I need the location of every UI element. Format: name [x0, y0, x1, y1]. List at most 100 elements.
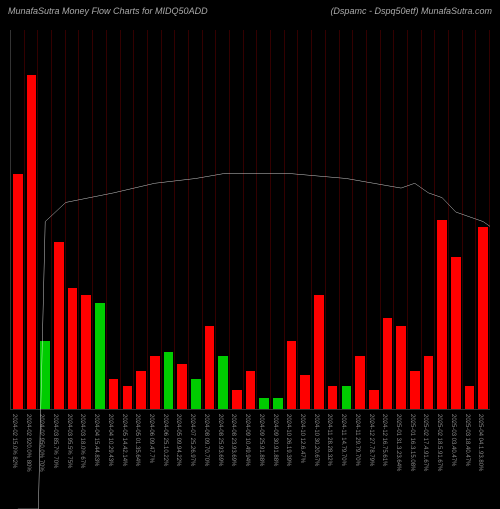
bar [54, 242, 64, 409]
x-label: 2024-04 10.29.43% [107, 414, 113, 466]
x-label: 2024-08 25.93.69% [217, 414, 223, 466]
x-label: 2024-06 25.10.22% [162, 414, 168, 466]
bar-slot [298, 30, 312, 409]
label-slot: 2024-02 15.0% 82% [10, 412, 24, 500]
bar-slot [435, 30, 449, 409]
label-slot: 2024-08 23.93.69% [230, 412, 244, 500]
x-label: 2024-05 09.94.22% [175, 414, 181, 466]
x-label: 2024-03 95.5% 75% [66, 414, 72, 468]
label-slot: 2024-11 29.79.70% [353, 412, 367, 500]
bar [410, 371, 420, 409]
label-slot: 2025-01 31.3.23.64% [394, 412, 408, 500]
bar-slot [203, 30, 217, 409]
x-label: 2024-10 26.19.39% [285, 414, 291, 466]
label-slot: 2024-05 09.94.22% [175, 412, 189, 500]
x-label: 2025-02 17.4.91.67% [422, 414, 428, 471]
bar [259, 398, 269, 409]
label-slot: 2024-11 14.79.70% [339, 412, 353, 500]
bar [328, 386, 338, 409]
bar [191, 379, 201, 409]
bar-slot [121, 30, 135, 409]
bar [300, 375, 310, 409]
bar [177, 364, 187, 409]
bar [27, 75, 37, 409]
bar [424, 356, 434, 409]
x-label: 2024-05 01.35.64% [134, 414, 140, 466]
bar-slot [66, 30, 80, 409]
x-label: 2024-02 15.0% 82% [11, 414, 17, 468]
x-label: 2024-05 14.42.14% [121, 414, 127, 466]
label-slot: 2024-08 09.70.70% [202, 412, 216, 500]
label-slot: 2024-10 26.19.39% [284, 412, 298, 500]
x-label: 2024-06 09.47.7% [148, 414, 154, 463]
bar [81, 295, 91, 409]
label-slot: 2024-05 14.42.14% [120, 412, 134, 500]
x-label: 2024-11 14.79.70% [340, 414, 346, 466]
bar-slot [230, 30, 244, 409]
bar [136, 371, 146, 409]
bar-slot [394, 30, 408, 409]
bar-slot [134, 30, 148, 409]
label-slot: 2024-09 25.91.88% [257, 412, 271, 500]
bar [109, 379, 119, 409]
chart-header: MunafaSutra Money Flow Charts for MIDQ50… [0, 0, 500, 16]
bar [95, 303, 105, 409]
bar-slot [367, 30, 381, 409]
bar [342, 386, 352, 409]
label-slot: 2025-02 17.4.91.67% [422, 412, 436, 500]
x-label: 2024-02 950.0% 70% [38, 414, 44, 472]
label-slot: 2024-10 12.6.47% [298, 412, 312, 500]
label-slot: 2024-06 25.10.22% [161, 412, 175, 500]
bar-slot [271, 30, 285, 409]
bar [246, 371, 256, 409]
x-label: 2024-03 85.7% 70% [52, 414, 58, 468]
bar-slot [216, 30, 230, 409]
label-slot: 2024-09 10.49.94% [243, 412, 257, 500]
bar-slot [79, 30, 93, 409]
bar-slot [285, 30, 299, 409]
bar [13, 174, 23, 409]
chart-area [10, 30, 490, 410]
x-label: 2024-03 18.0% 67% [79, 414, 85, 468]
label-slot: 2024-03 95.5% 75% [65, 412, 79, 500]
label-slot: 2024-04 15.44.83% [92, 412, 106, 500]
label-slot: 2025-03 18.40.47% [463, 412, 477, 500]
bar [465, 386, 475, 409]
label-slot: 2024-12 16.75.61% [380, 412, 394, 500]
label-slot: 2024-06 09.47.7% [147, 412, 161, 500]
bar-slot [381, 30, 395, 409]
x-label: 2024-10 30.20.67% [313, 414, 319, 466]
bar-slot [93, 30, 107, 409]
label-slot: 2024-03 18.0% 67% [79, 412, 93, 500]
bar-slot [353, 30, 367, 409]
bar [383, 318, 393, 409]
x-label: 2024-11 28.28.32% [326, 414, 332, 466]
bar [478, 227, 488, 409]
x-label: 2024-04 15.44.83% [93, 414, 99, 466]
x-label: 2025-01 16.3.15.08% [409, 414, 415, 471]
x-label: 2025-02 18.5.91.67% [436, 414, 442, 471]
bar-slot [52, 30, 66, 409]
x-label: 2024-10 12.6.47% [299, 414, 305, 463]
label-slot: 2025-04 04.1.93.80% [476, 412, 490, 500]
label-slot: 2024-12 27.78.79% [367, 412, 381, 500]
bars-container [11, 30, 490, 409]
header-left: MunafaSutra Money Flow Charts for MIDQ50… [8, 6, 208, 16]
bar [68, 288, 78, 409]
bar [314, 295, 324, 409]
bar-slot [326, 30, 340, 409]
bar-slot [476, 30, 490, 409]
bar [287, 341, 297, 409]
bar [273, 398, 283, 409]
bar [232, 390, 242, 409]
x-label: 2024-12 27.78.79% [368, 414, 374, 466]
bar-slot [25, 30, 39, 409]
bar [164, 352, 174, 409]
bar-slot [38, 30, 52, 409]
bar-slot [11, 30, 25, 409]
label-slot: 2025-01 16.3.15.08% [408, 412, 422, 500]
label-slot: 2024-08 25.93.69% [216, 412, 230, 500]
bar-slot [107, 30, 121, 409]
bar [218, 356, 228, 409]
bar-slot [162, 30, 176, 409]
